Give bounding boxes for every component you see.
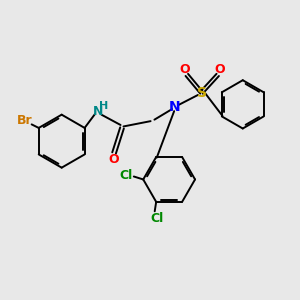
- Text: S: S: [196, 85, 206, 100]
- Text: Cl: Cl: [150, 212, 164, 226]
- Text: N: N: [93, 105, 104, 118]
- Text: Br: Br: [17, 114, 33, 127]
- Text: H: H: [99, 101, 108, 111]
- Text: Cl: Cl: [119, 169, 133, 182]
- Text: N: N: [169, 100, 181, 114]
- Text: O: O: [108, 153, 119, 166]
- Text: O: O: [179, 62, 190, 76]
- Text: O: O: [215, 62, 225, 76]
